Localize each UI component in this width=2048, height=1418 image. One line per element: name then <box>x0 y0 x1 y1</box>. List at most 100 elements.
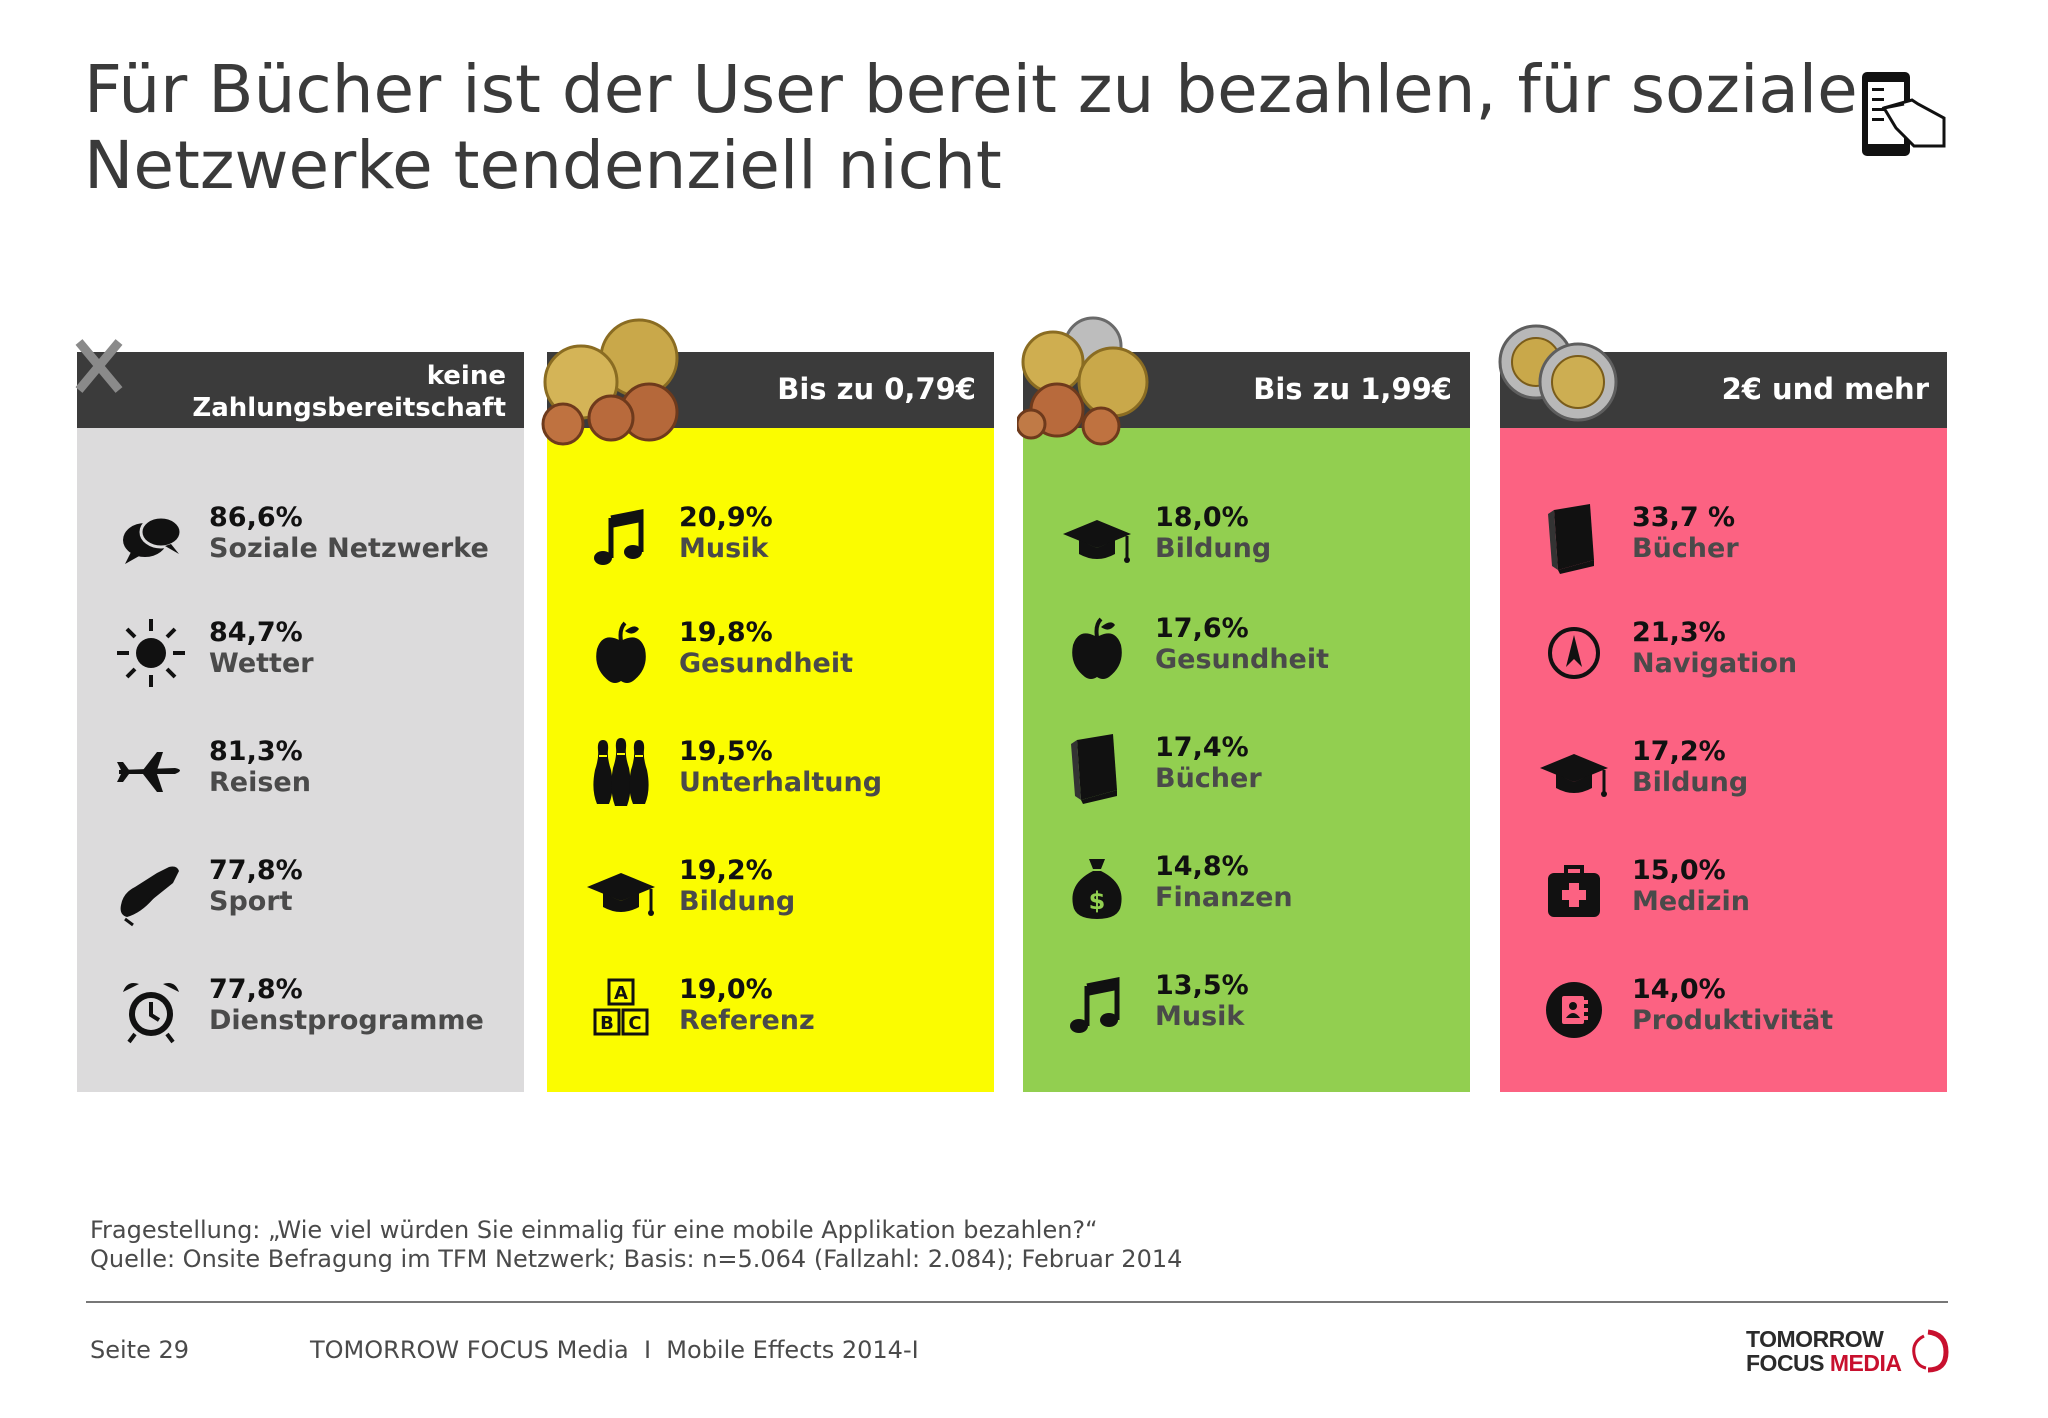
list-item: 86,6% Soziale Netzwerke <box>77 498 524 578</box>
graduation-cap-icon <box>1059 500 1135 576</box>
list-item: 19,2% Bildung <box>547 851 994 931</box>
graduation-cap-icon <box>1536 734 1612 810</box>
percent-value: 33,7 % <box>1632 502 1736 533</box>
column-bis-zu-199: Bis zu 1,99€ 18,0% Bildung 17,6% Gesundh… <box>1015 316 1470 1092</box>
column-header-label: 2€ und mehr <box>1721 372 1929 406</box>
category-label: Sport <box>209 886 293 917</box>
category-label: Gesundheit <box>679 648 854 679</box>
category-label: Unterhaltung <box>679 767 883 798</box>
list-item: 13,5% Musik <box>1023 966 1470 1046</box>
list-item: 20,9% Musik <box>547 498 994 578</box>
list-item: 17,6% Gesundheit <box>1023 609 1470 689</box>
list-item: 17,2% Bildung <box>1500 732 1947 812</box>
speech-bubbles-icon <box>113 500 189 576</box>
percent-value: 20,9% <box>679 502 773 533</box>
percent-value: 17,4% <box>1155 732 1249 763</box>
logo-swirl-icon <box>1912 1329 1949 1373</box>
svg-text:C: C <box>628 1013 641 1034</box>
sneaker-icon <box>113 853 189 929</box>
footer-publication: TOMORROW FOCUS Media I Mobile Effects 20… <box>310 1336 919 1364</box>
footer-divider <box>86 1301 1948 1303</box>
list-item: 19,5% Unterhaltung <box>547 732 994 812</box>
logo-line2-b: MEDIA <box>1829 1350 1902 1376</box>
percent-value: 77,8% <box>209 855 303 886</box>
list-item: 14,0% Produktivität <box>1500 970 1947 1050</box>
category-label: Wetter <box>209 648 314 679</box>
category-label: Reisen <box>209 767 311 798</box>
tomorrow-focus-media-logo: TOMORROW FOCUS MEDIA <box>1746 1326 1956 1378</box>
list-item: 81,3% Reisen <box>77 732 524 812</box>
category-label: Dienstprogramme <box>209 1005 484 1036</box>
logo-line2: FOCUS MEDIA <box>1746 1350 1902 1377</box>
airplane-icon <box>113 734 189 810</box>
category-label: Soziale Netzwerke <box>209 533 489 564</box>
percent-value: 19,8% <box>679 617 773 648</box>
list-item: 77,8% Sport <box>77 851 524 931</box>
percent-value: 19,2% <box>679 855 773 886</box>
category-label: Musik <box>1155 1001 1245 1032</box>
svg-text:$: $ <box>1089 887 1106 915</box>
column-bis-zu-079: Bis zu 0,79€ 20,9% Musik 19,8% Gesundhei… <box>541 318 994 1092</box>
category-label: Bücher <box>1155 763 1262 794</box>
category-label: Medizin <box>1632 886 1750 917</box>
percent-value: 81,3% <box>209 736 303 767</box>
footnote: Fragestellung: „Wie viel würden Sie einm… <box>90 1216 1182 1274</box>
apple-icon <box>583 615 659 691</box>
column-header-label: Bis zu 1,99€ <box>1253 372 1452 406</box>
bowling-pins-icon <box>583 734 659 810</box>
category-label: Bücher <box>1632 533 1739 564</box>
book-icon <box>1536 500 1612 576</box>
column-header-label: Bis zu 0,79€ <box>777 372 976 406</box>
percent-value: 19,5% <box>679 736 773 767</box>
list-item: 19,8% Gesundheit <box>547 613 994 693</box>
percent-value: 14,0% <box>1632 974 1726 1005</box>
category-label: Bildung <box>679 886 796 917</box>
percent-value: 14,8% <box>1155 851 1249 882</box>
list-item: 17,4% Bücher <box>1023 728 1470 808</box>
percent-value: 17,6% <box>1155 613 1249 644</box>
percent-value: 19,0% <box>679 974 773 1005</box>
page-number: Seite 29 <box>90 1336 190 1364</box>
category-label: Referenz <box>679 1005 815 1036</box>
column-header-line1: keine <box>426 361 506 391</box>
category-label: Gesundheit <box>1155 644 1330 675</box>
percent-value: 77,8% <box>209 974 303 1005</box>
compass-icon <box>1536 615 1612 691</box>
page-title: Für Bücher ist der User bereit zu bezahl… <box>84 51 1858 204</box>
music-note-icon <box>583 500 659 576</box>
svg-text:B: B <box>600 1013 614 1034</box>
column-header-line2: Zahlungsbereitschaft <box>192 393 506 423</box>
list-item: 33,7 % Bücher <box>1500 498 1947 578</box>
percent-value: 17,2% <box>1632 736 1726 767</box>
percent-value: 84,7% <box>209 617 303 648</box>
money-bag-icon: $ <box>1059 849 1135 925</box>
list-item: 15,0% Medizin <box>1500 851 1947 931</box>
category-label: Produktivität <box>1632 1005 1834 1036</box>
footnote-question: Fragestellung: „Wie viel würden Sie einm… <box>90 1216 1098 1244</box>
column-2-euro-und-mehr: 2€ und mehr 33,7 % Bücher 21,3% Navigati… <box>1498 324 1947 1092</box>
logo-line1: TOMORROW <box>1746 1326 1884 1352</box>
x-mark-icon <box>75 339 123 393</box>
page-title-line1: Für Bücher ist der User bereit zu bezahl… <box>84 51 1858 128</box>
percent-value: 86,6% <box>209 502 303 533</box>
category-label: Musik <box>679 533 769 564</box>
percent-value: 13,5% <box>1155 970 1249 1001</box>
category-label: Navigation <box>1632 648 1798 679</box>
percent-value: 18,0% <box>1155 502 1249 533</box>
category-label: Bildung <box>1632 767 1749 798</box>
logo-line2-a: FOCUS <box>1746 1350 1830 1376</box>
page-title-line2: Netzwerke tendenziell nicht <box>84 127 1002 204</box>
category-label: Bildung <box>1155 533 1272 564</box>
footnote-source: Quelle: Onsite Befragung im TFM Netzwerk… <box>90 1245 1183 1273</box>
first-aid-kit-icon <box>1536 853 1612 929</box>
column-header: keine Zahlungsbereitschaft <box>77 352 524 428</box>
graduation-cap-icon <box>583 853 659 929</box>
music-note-icon <box>1059 968 1135 1044</box>
sun-icon <box>113 615 189 691</box>
column-keine-zahlungsbereitschaft: keine Zahlungsbereitschaft 86,6% Soziale… <box>75 339 524 1092</box>
contacts-icon <box>1536 972 1612 1048</box>
alarm-clock-icon <box>113 972 189 1048</box>
list-item: 21,3% Navigation <box>1500 613 1947 693</box>
